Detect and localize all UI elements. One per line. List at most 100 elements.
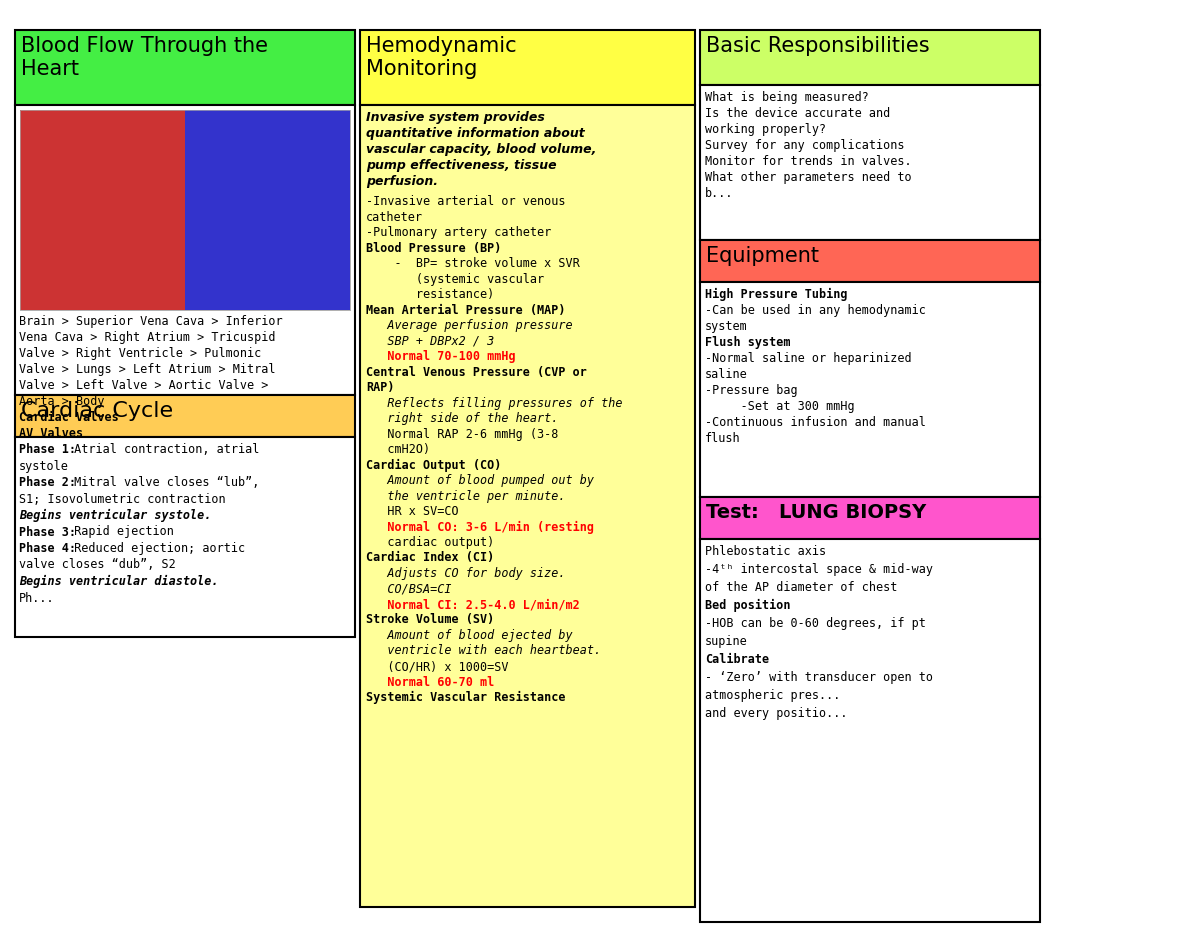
Text: Phase 3:: Phase 3:	[19, 526, 76, 539]
Bar	[20, 110, 350, 310]
Bar	[700, 497, 1040, 539]
Text: Ph...: Ph...	[19, 591, 55, 604]
Bar	[14, 30, 355, 105]
Text: Normal 70-100 mmHg: Normal 70-100 mmHg	[366, 350, 516, 363]
Bar	[185, 110, 350, 310]
Text: Equipment: Equipment	[706, 246, 818, 266]
Text: resistance): resistance)	[366, 288, 494, 301]
Text: (systemic vascular: (systemic vascular	[366, 273, 544, 286]
Text: -Can be used in any hemodynamic: -Can be used in any hemodynamic	[706, 304, 926, 317]
Text: Cardiac Output (CO): Cardiac Output (CO)	[366, 459, 502, 472]
Text: and every positio...: and every positio...	[706, 707, 847, 720]
Text: What other parameters need to: What other parameters need to	[706, 171, 912, 184]
Text: Valve > Right Ventricle > Pulmonic: Valve > Right Ventricle > Pulmonic	[19, 347, 262, 360]
Text: -HOB can be 0-60 degrees, if pt: -HOB can be 0-60 degrees, if pt	[706, 617, 926, 630]
Text: Reflects filling pressures of the: Reflects filling pressures of the	[366, 397, 623, 410]
Text: the ventricle per minute.: the ventricle per minute.	[366, 489, 565, 502]
Text: Invasive system provides: Invasive system provides	[366, 111, 545, 124]
Text: RAP): RAP)	[366, 381, 395, 394]
Text: Reduced ejection; aortic: Reduced ejection; aortic	[67, 542, 245, 555]
Text: Monitor for trends in valves.: Monitor for trends in valves.	[706, 155, 912, 168]
Text: valve closes “dub”, S2: valve closes “dub”, S2	[19, 558, 175, 572]
Text: vascular capacity, blood volume,: vascular capacity, blood volume,	[366, 143, 596, 156]
Text: Cardiac Cycle: Cardiac Cycle	[22, 401, 173, 421]
Bar	[700, 282, 1040, 497]
Text: Begins ventricular diastole.: Begins ventricular diastole.	[19, 575, 218, 588]
Text: Blood Flow Through the
Heart: Blood Flow Through the Heart	[22, 36, 268, 79]
Text: Bed position: Bed position	[706, 599, 791, 612]
Text: Central Venous Pressure (CVP or: Central Venous Pressure (CVP or	[366, 365, 587, 378]
Text: saline: saline	[706, 368, 748, 381]
Text: Calibrate: Calibrate	[706, 653, 769, 666]
Text: atmospheric pres...: atmospheric pres...	[706, 689, 840, 702]
Bar	[700, 30, 1040, 85]
Bar	[700, 240, 1040, 282]
Text: CO/BSA=CI: CO/BSA=CI	[366, 582, 451, 595]
Bar	[20, 110, 185, 310]
Text: High Pressure Tubing: High Pressure Tubing	[706, 288, 847, 301]
Bar	[20, 110, 350, 310]
Text: cardiac output): cardiac output)	[366, 536, 494, 549]
Text: Stroke Volume (SV): Stroke Volume (SV)	[366, 614, 494, 627]
Text: -Set at 300 mmHg: -Set at 300 mmHg	[706, 400, 854, 413]
Text: -Pressure bag: -Pressure bag	[706, 384, 798, 397]
Text: working properly?: working properly?	[706, 123, 826, 136]
Text: system: system	[706, 320, 748, 333]
Text: Basic Responsibilities: Basic Responsibilities	[706, 36, 930, 56]
Text: supine: supine	[706, 635, 748, 648]
Text: Normal CI: 2.5-4.0 L/min/m2: Normal CI: 2.5-4.0 L/min/m2	[366, 598, 580, 611]
Text: Average perfusion pressure: Average perfusion pressure	[366, 319, 572, 332]
Text: Vena Cava > Right Atrium > Tricuspid: Vena Cava > Right Atrium > Tricuspid	[19, 331, 276, 344]
Text: Phase 4:: Phase 4:	[19, 542, 76, 555]
Text: right side of the heart.: right side of the heart.	[366, 412, 558, 425]
Text: of the AP diameter of chest: of the AP diameter of chest	[706, 581, 898, 594]
Text: Mean Arterial Pressure (MAP): Mean Arterial Pressure (MAP)	[366, 303, 565, 316]
Bar	[14, 437, 355, 637]
Text: Valve > Left Valve > Aortic Valve >: Valve > Left Valve > Aortic Valve >	[19, 379, 269, 392]
Text: Normal CO: 3-6 L/min (resting: Normal CO: 3-6 L/min (resting	[366, 520, 594, 534]
Text: flush: flush	[706, 432, 740, 445]
Text: Brain > Superior Vena Cava > Inferior: Brain > Superior Vena Cava > Inferior	[19, 315, 283, 328]
Text: What is being measured?: What is being measured?	[706, 91, 869, 104]
Text: Cardiac Valves: Cardiac Valves	[19, 411, 119, 424]
Text: Phlebostatic axis: Phlebostatic axis	[706, 545, 826, 558]
Bar	[360, 30, 695, 105]
Text: Phase 1:: Phase 1:	[19, 443, 76, 456]
Text: -Pulmonary artery catheter: -Pulmonary artery catheter	[366, 226, 551, 239]
Text: -Invasive arterial or venous: -Invasive arterial or venous	[366, 195, 565, 208]
Text: Flush system: Flush system	[706, 336, 791, 349]
Text: Adjusts CO for body size.: Adjusts CO for body size.	[366, 567, 565, 580]
Bar	[700, 539, 1040, 922]
Text: Valve > Lungs > Left Atrium > Mitral: Valve > Lungs > Left Atrium > Mitral	[19, 363, 276, 376]
Text: HR x SV=CO: HR x SV=CO	[366, 505, 458, 518]
Bar	[700, 85, 1040, 240]
Text: AV Valves: AV Valves	[19, 427, 83, 440]
Text: (CO/HR) x 1000=SV: (CO/HR) x 1000=SV	[366, 660, 509, 673]
Text: Atrial contraction, atrial: Atrial contraction, atrial	[67, 443, 259, 456]
Text: -Continuous infusion and manual: -Continuous infusion and manual	[706, 416, 926, 429]
Text: Survey for any complications: Survey for any complications	[706, 139, 905, 152]
Text: systole: systole	[19, 460, 68, 473]
Text: - ‘Zero’ with transducer open to: - ‘Zero’ with transducer open to	[706, 671, 934, 684]
Text: Mitral valve closes “lub”,: Mitral valve closes “lub”,	[67, 476, 259, 489]
Text: Amount of blood ejected by: Amount of blood ejected by	[366, 629, 572, 642]
Text: Normal 60-70 ml: Normal 60-70 ml	[366, 676, 494, 689]
Text: S1; Isovolumetric contraction: S1; Isovolumetric contraction	[19, 492, 226, 505]
Text: Cardiac Index (CI): Cardiac Index (CI)	[366, 552, 494, 565]
Text: ventricle with each heartbeat.: ventricle with each heartbeat.	[366, 644, 601, 657]
Text: -4ᵗʰ intercostal space & mid-way: -4ᵗʰ intercostal space & mid-way	[706, 563, 934, 576]
Text: -  BP= stroke volume x SVR: - BP= stroke volume x SVR	[366, 257, 580, 270]
Text: perfusion.: perfusion.	[366, 175, 438, 188]
Bar	[360, 105, 695, 907]
Text: Amount of blood pumped out by: Amount of blood pumped out by	[366, 474, 594, 487]
Text: -Normal saline or heparinized: -Normal saline or heparinized	[706, 352, 912, 365]
Text: Hemodynamic
Monitoring: Hemodynamic Monitoring	[366, 36, 517, 79]
Text: Begins ventricular systole.: Begins ventricular systole.	[19, 509, 211, 522]
Text: Normal RAP 2-6 mmHg (3-8: Normal RAP 2-6 mmHg (3-8	[366, 427, 558, 440]
Text: Systemic Vascular Resistance: Systemic Vascular Resistance	[366, 691, 565, 705]
Text: b...: b...	[706, 187, 733, 200]
Text: Test:   LUNG BIOPSY: Test: LUNG BIOPSY	[706, 503, 926, 522]
Bar	[14, 105, 355, 395]
Text: Rapid ejection: Rapid ejection	[67, 526, 174, 539]
Text: cmH2O): cmH2O)	[366, 443, 430, 456]
